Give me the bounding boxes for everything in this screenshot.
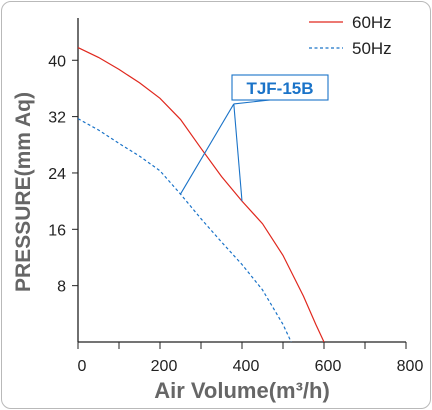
x-tick-label: 0 bbox=[78, 358, 87, 375]
legend-label-50hz: 50Hz bbox=[352, 39, 392, 58]
y-axis-ticks: 8 16 24 32 40 bbox=[48, 53, 78, 296]
x-axis-ticks: 0 200 400 600 800 bbox=[77, 342, 424, 375]
y-tick-label: 16 bbox=[48, 222, 66, 239]
annotation-box bbox=[231, 74, 329, 101]
x-tick-label: 800 bbox=[397, 358, 424, 375]
legend: 60Hz 50Hz bbox=[309, 13, 392, 58]
annotation-layer: TJF-15B bbox=[180, 74, 329, 202]
y-tick-label: 32 bbox=[48, 110, 66, 127]
series-line-50hz bbox=[77, 118, 292, 343]
annotation-pointer-60hz bbox=[233, 103, 243, 202]
x-tick-label: 600 bbox=[315, 358, 342, 375]
annotation-leader bbox=[233, 99, 271, 105]
legend-label-60hz: 60Hz bbox=[352, 13, 392, 32]
y-axis-title: PRESSURE(mm Aq) bbox=[12, 92, 35, 292]
x-axis-title: Air Volume(m³/h) bbox=[154, 378, 330, 403]
y-tick-label: 24 bbox=[48, 166, 66, 183]
series-line-60hz bbox=[77, 47, 325, 343]
annotation-pointer-50hz bbox=[180, 103, 235, 195]
plot-area bbox=[77, 18, 406, 343]
series-layer bbox=[77, 47, 325, 343]
y-tick-label: 8 bbox=[57, 279, 66, 296]
x-tick-label: 400 bbox=[233, 358, 260, 375]
x-tick-label: 200 bbox=[151, 358, 178, 375]
y-tick-label: 40 bbox=[48, 53, 66, 70]
annotation-label: TJF-15B bbox=[246, 79, 313, 98]
